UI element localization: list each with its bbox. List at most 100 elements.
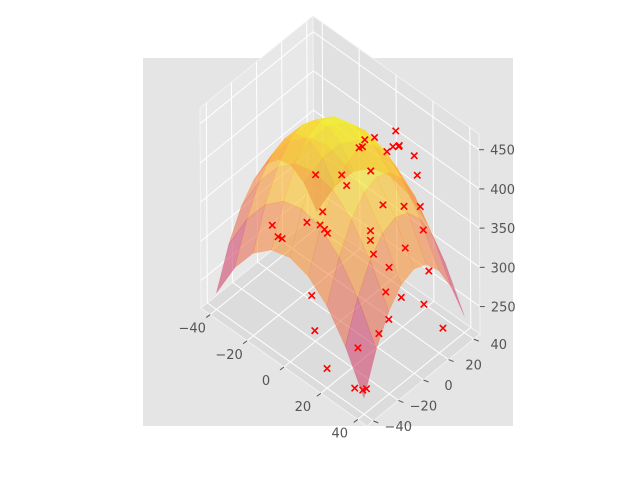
surface-patch: [344, 296, 377, 399]
y-tick-mark: [473, 338, 479, 342]
x-tick-label: 20: [295, 400, 312, 415]
surface-patch: [407, 212, 440, 272]
scatter-marker-stroke: [366, 236, 375, 245]
scatter-point: [401, 244, 410, 252]
scatter-point: [318, 208, 327, 216]
z-tick-label: 400: [490, 183, 515, 198]
scatter-marker-stroke: [385, 263, 393, 272]
scatter-point: [311, 326, 319, 335]
y-tick-mark: [373, 420, 379, 424]
gridline-y: [230, 82, 399, 401]
scatter-marker-stroke: [425, 267, 433, 275]
scatter-points: [268, 127, 447, 394]
scatter-point: [307, 291, 316, 300]
scatter-point: [369, 250, 378, 258]
scatter-point: [342, 181, 351, 190]
scatter-point: [323, 229, 332, 237]
scatter-point: [274, 233, 282, 241]
scatter-marker-stroke: [274, 233, 282, 241]
scatter-marker-stroke: [366, 226, 375, 235]
scatter-marker-stroke: [397, 293, 406, 302]
scatter-marker-stroke: [323, 364, 331, 373]
scatter-marker-stroke: [318, 208, 327, 216]
x-tick-label: −40: [179, 322, 206, 337]
scatter-point: [385, 315, 393, 324]
scatter-marker-stroke: [303, 218, 311, 227]
scatter-point: [395, 141, 404, 150]
scatter-point: [397, 293, 406, 302]
scatter-marker-stroke: [420, 300, 428, 309]
scatter-marker-stroke: [366, 167, 375, 175]
x-tick-label: 0: [262, 374, 270, 389]
scatter-marker-stroke: [383, 147, 391, 156]
scatter-point: [416, 202, 425, 211]
y-tick-label: 40: [490, 338, 507, 353]
scatter-point: [311, 170, 320, 179]
scatter-marker-stroke: [419, 226, 428, 234]
scatter-marker-stroke: [268, 221, 277, 229]
scatter-point: [370, 133, 379, 142]
scatter-point: [382, 288, 390, 296]
scatter-marker-stroke: [401, 244, 410, 252]
scatter-point: [268, 221, 277, 229]
scatter-point: [323, 364, 331, 373]
scatter-marker-stroke: [369, 250, 378, 258]
scatter-point: [413, 171, 422, 180]
scatter-marker-stroke: [413, 171, 422, 180]
y-tick-mark: [398, 399, 404, 403]
scatter-point: [337, 171, 346, 179]
scatter-point: [420, 300, 428, 309]
tick-labels: −40 −20 0 20 40 −40 −20 0 20 40 250 300 350 400 450: [179, 144, 516, 442]
z-tick-label: 450: [490, 144, 515, 159]
x-tick-mark: [279, 366, 285, 371]
scatter-point: [383, 147, 391, 156]
scatter-marker-stroke: [323, 229, 332, 237]
x-tick-mark: [316, 392, 322, 397]
scatter-marker-stroke: [361, 136, 369, 144]
scatter-marker-stroke: [385, 315, 393, 324]
scatter-marker-stroke: [311, 326, 319, 335]
x-tick-label: −20: [215, 348, 242, 363]
gridline-z: [199, 31, 480, 151]
surface-patch: [420, 218, 452, 289]
surface: [216, 116, 465, 399]
tick-marks: [205, 149, 485, 424]
scatter-marker-stroke: [311, 170, 320, 179]
scatter-point: [391, 127, 400, 135]
scatter-marker-stroke: [375, 329, 383, 338]
scatter-marker-stroke: [350, 384, 359, 392]
scatter-marker-stroke: [358, 142, 367, 151]
scatter-point: [379, 201, 387, 209]
y-tick-mark: [448, 359, 454, 363]
scatter-marker-stroke: [379, 201, 387, 209]
scatter-point: [400, 202, 408, 211]
scatter-marker-stroke: [389, 142, 397, 151]
scatter-point: [375, 329, 383, 338]
scatter-point: [439, 324, 447, 332]
gridline-z: [200, 109, 480, 229]
scatter-point: [354, 344, 362, 352]
y-tick-label: −20: [410, 399, 437, 414]
x-tick-mark: [205, 314, 211, 318]
scatter-marker-stroke: [320, 225, 329, 234]
gridline-z: [199, 70, 480, 190]
scatter-marker-stroke: [410, 152, 419, 160]
surface-patch: [357, 259, 390, 351]
scatter-point: [303, 218, 311, 227]
scatter-marker-stroke: [416, 202, 425, 211]
x-tick-mark: [242, 340, 248, 345]
scatter-marker-stroke: [362, 384, 371, 393]
scatter-marker-stroke: [391, 127, 400, 135]
gridline-y: [205, 102, 374, 422]
scatter-marker-stroke: [337, 171, 346, 179]
scatter-point: [366, 236, 375, 245]
y-tick-label: −40: [385, 420, 412, 435]
scatter-point: [389, 142, 397, 151]
scatter-marker-stroke: [307, 291, 316, 300]
scatter-marker-stroke: [382, 288, 390, 296]
scatter-point: [278, 234, 286, 243]
gridline-x: [357, 127, 472, 420]
scatter-point: [425, 267, 433, 275]
scatter-point: [419, 226, 428, 234]
